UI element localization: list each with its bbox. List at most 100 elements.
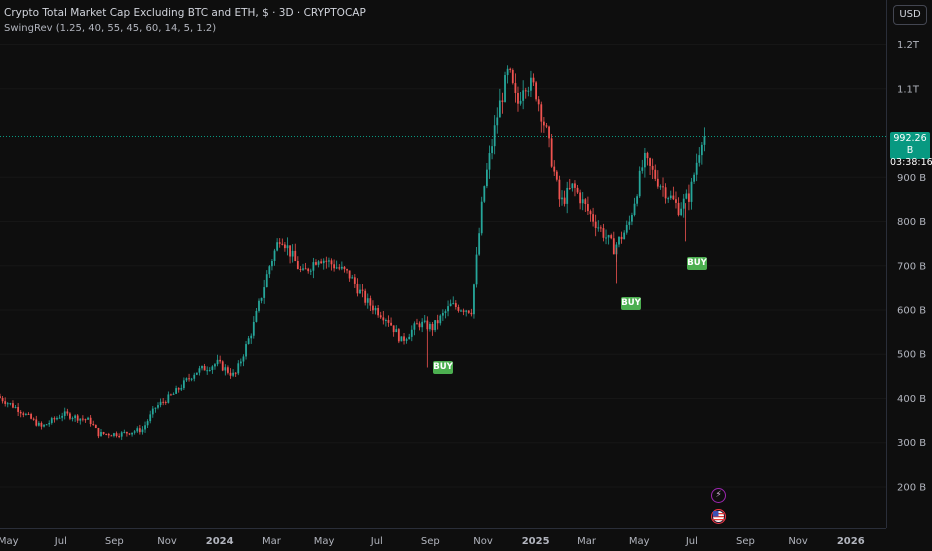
candle-body	[302, 268, 304, 270]
candle-body	[392, 325, 395, 333]
candle-body	[87, 417, 89, 420]
candle-body	[307, 268, 310, 272]
candle-body	[488, 153, 491, 170]
y-tick-label: 700 B	[897, 261, 926, 272]
lightning-icon[interactable]: ⚡	[711, 488, 726, 503]
candle-body	[335, 267, 338, 269]
candle-body	[491, 146, 493, 154]
candle-body	[501, 100, 504, 102]
candle-body	[571, 183, 574, 189]
candle-body	[224, 367, 227, 371]
price-axis[interactable]: 1.2T 1.1T 900 B 800 B 700 B 600 B 500 B 400 B 30…	[886, 0, 932, 528]
candle-body	[299, 268, 302, 270]
x-tick-label: Jul	[54, 536, 67, 547]
candle-body	[198, 368, 201, 373]
candle-body	[400, 336, 403, 342]
candle-body	[421, 321, 424, 328]
candle-body	[675, 199, 677, 203]
candle-body	[273, 250, 276, 261]
candle-body	[201, 365, 203, 369]
candle-body	[356, 283, 359, 294]
candle-body	[188, 378, 190, 380]
candle-body	[703, 136, 706, 145]
candle-body	[291, 250, 294, 257]
candle-body	[12, 403, 14, 408]
candle-body	[136, 428, 139, 432]
candle-body	[320, 261, 323, 264]
candle-body	[473, 284, 475, 315]
candle-body	[340, 266, 343, 269]
candle-body	[312, 262, 315, 271]
candle-body	[592, 214, 594, 222]
grid-lines	[0, 44, 886, 488]
candle-body	[382, 317, 385, 321]
candle-body	[475, 254, 478, 285]
candle-body	[410, 329, 413, 337]
candle-body	[467, 310, 470, 313]
candle-body	[576, 187, 579, 193]
candle-body	[581, 199, 584, 204]
candle-body	[364, 290, 367, 303]
candle-body	[633, 203, 636, 215]
candle-body	[19, 411, 22, 414]
candle-body	[43, 424, 45, 427]
candle-body	[545, 125, 548, 127]
candle-body	[369, 298, 372, 306]
candle-body	[151, 408, 154, 415]
candle-body	[271, 260, 273, 267]
candle-body	[618, 236, 620, 245]
candle-body	[377, 307, 380, 316]
candle-body	[343, 266, 346, 270]
candle-body	[260, 297, 263, 301]
candle-body	[102, 432, 105, 434]
candle-body	[646, 152, 649, 159]
x-tick-label: 2025	[522, 536, 550, 547]
candle-body	[566, 187, 569, 204]
candle-body	[144, 425, 146, 430]
candle-body	[555, 171, 558, 180]
y-tick-label: 300 B	[897, 438, 926, 449]
currency-button[interactable]: USD	[893, 5, 927, 25]
candle-body	[558, 179, 561, 200]
symbol-title[interactable]: Crypto Total Market Cap Excluding BTC an…	[4, 7, 366, 19]
us-flag-icon[interactable]	[711, 509, 726, 524]
y-tick-label: 1.1T	[897, 84, 920, 95]
candle-body	[190, 378, 193, 380]
candle-body	[628, 221, 631, 225]
candle-body	[245, 344, 247, 357]
candle-body	[361, 289, 364, 291]
candle-body	[219, 359, 222, 362]
candle-body	[584, 199, 587, 205]
candle-body	[157, 405, 159, 408]
candle-body	[553, 166, 556, 172]
candle-body	[141, 429, 144, 433]
buy-signal-label: BUY	[433, 361, 453, 374]
candle-body	[58, 417, 61, 419]
last-price-value: 992.26 B	[893, 133, 927, 156]
x-tick-label: Nov	[157, 536, 177, 547]
plot-area[interactable]	[0, 0, 886, 528]
candle-body	[27, 413, 30, 415]
x-tick-label: Sep	[105, 536, 124, 547]
candle-body	[164, 402, 167, 404]
candle-body	[353, 277, 356, 284]
candle-body	[623, 232, 626, 240]
candle-body	[118, 436, 121, 438]
candle-body	[436, 320, 439, 324]
candle-body	[1, 397, 4, 402]
y-tick-label: 400 B	[897, 394, 926, 405]
indicator-label[interactable]: SwingRev (1.25, 40, 55, 45, 60, 14, 5, 1…	[4, 23, 217, 34]
candle-body	[35, 419, 38, 426]
candle-body	[426, 320, 429, 330]
time-axis[interactable]: May Jul Sep Nov 2024 Mar May Jul Sep Nov 2025 Mar Ma…	[0, 528, 886, 551]
candle-body	[232, 372, 234, 376]
buy-signal-label: BUY	[621, 297, 641, 310]
candle-body	[17, 407, 20, 412]
candle-body	[470, 312, 473, 315]
candle-body	[434, 320, 437, 331]
candle-body	[180, 388, 183, 390]
candle-body	[599, 227, 602, 229]
candle-body	[397, 329, 400, 342]
candle-body	[631, 214, 633, 222]
